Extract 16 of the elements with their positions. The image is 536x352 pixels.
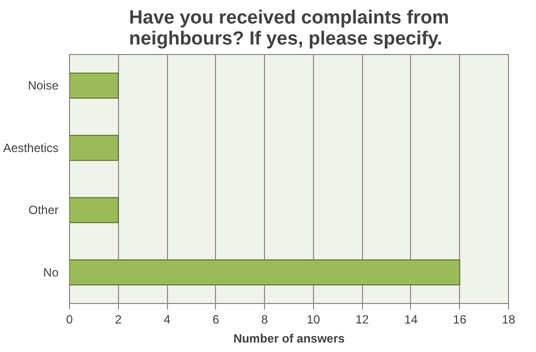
x-tick-label: 18: [502, 312, 516, 326]
x-tick-label: 6: [212, 312, 220, 326]
x-tick-label: 14: [404, 312, 418, 326]
x-tick-label: 4: [164, 312, 171, 326]
x-tick-label: 2: [114, 312, 122, 326]
x-tick-label: 8: [261, 312, 268, 326]
y-tick-label: No: [43, 265, 59, 280]
y-tick-label: Other: [28, 203, 59, 218]
y-tick-label: Noise: [28, 78, 59, 93]
x-tick-label: 10: [306, 312, 320, 326]
x-tick-label: 16: [453, 312, 467, 326]
chart-title: Have you received complaints from neighbours? If yes, please specify.: [129, 8, 449, 50]
y-tick-label: Aesthetics: [3, 140, 58, 155]
x-axis-title: Number of answers: [233, 332, 346, 346]
x-tick-label: 0: [66, 312, 74, 326]
x-tick-label: 12: [355, 312, 370, 326]
